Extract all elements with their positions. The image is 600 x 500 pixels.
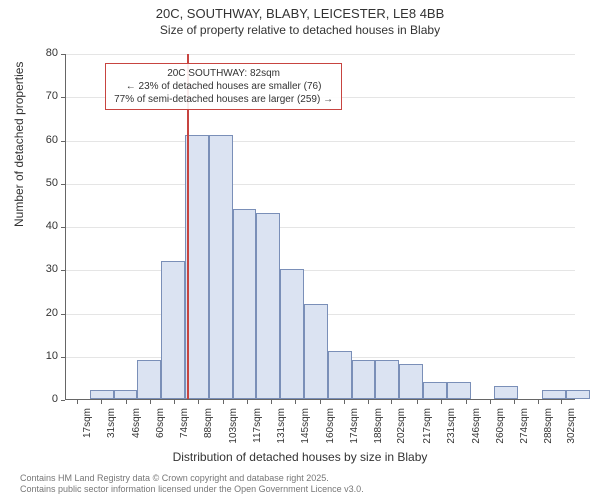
histogram-bar (256, 213, 280, 399)
x-tick-label: 260sqm (495, 408, 506, 458)
histogram-bar (399, 364, 423, 399)
x-tick-mark (391, 400, 392, 404)
x-tick-label: 202sqm (396, 408, 407, 458)
plot-area: 20C SOUTHWAY: 82sqm← 23% of detached hou… (65, 54, 575, 400)
x-tick-label: 117sqm (252, 408, 263, 458)
y-tick-label: 40 (28, 220, 58, 232)
footer-line1: Contains HM Land Registry data © Crown c… (20, 473, 364, 485)
x-tick-mark (441, 400, 442, 404)
histogram-bar (375, 360, 399, 399)
histogram-bar (114, 390, 138, 399)
gridline (66, 270, 575, 271)
histogram-bar (209, 135, 233, 399)
x-tick-label: 246sqm (471, 408, 482, 458)
chart-title: 20C, SOUTHWAY, BLABY, LEICESTER, LE8 4BB… (0, 6, 600, 38)
x-tick-label: 231sqm (446, 408, 457, 458)
x-tick-label: 302sqm (566, 408, 577, 458)
histogram-bar (280, 269, 304, 399)
x-tick-mark (174, 400, 175, 404)
x-tick-mark (368, 400, 369, 404)
footer-attribution: Contains HM Land Registry data © Crown c… (20, 473, 364, 496)
y-tick-mark (61, 54, 65, 55)
histogram-bar (494, 386, 518, 399)
x-tick-mark (417, 400, 418, 404)
x-tick-label: 103sqm (228, 408, 239, 458)
y-tick-label: 80 (28, 47, 58, 59)
x-tick-label: 31sqm (106, 408, 117, 458)
histogram-bar (328, 351, 352, 399)
x-tick-label: 288sqm (543, 408, 554, 458)
x-tick-label: 131sqm (276, 408, 287, 458)
x-tick-mark (150, 400, 151, 404)
x-tick-mark (126, 400, 127, 404)
x-tick-label: 160sqm (325, 408, 336, 458)
y-tick-mark (61, 227, 65, 228)
y-tick-label: 70 (28, 90, 58, 102)
annotation-box: 20C SOUTHWAY: 82sqm← 23% of detached hou… (105, 63, 342, 110)
histogram-bar (90, 390, 114, 399)
gridline (66, 54, 575, 55)
gridline (66, 184, 575, 185)
x-tick-mark (466, 400, 467, 404)
x-tick-mark (561, 400, 562, 404)
x-tick-mark (490, 400, 491, 404)
x-tick-mark (101, 400, 102, 404)
x-tick-label: 88sqm (203, 408, 214, 458)
x-tick-label: 274sqm (519, 408, 530, 458)
x-tick-mark (514, 400, 515, 404)
x-tick-label: 74sqm (179, 408, 190, 458)
histogram-bar (137, 360, 161, 399)
x-tick-label: 188sqm (373, 408, 384, 458)
histogram-bar (161, 261, 185, 399)
histogram-bar (447, 382, 471, 399)
x-tick-mark (538, 400, 539, 404)
title-line1: 20C, SOUTHWAY, BLABY, LEICESTER, LE8 4BB (0, 6, 600, 23)
histogram-bar (542, 390, 566, 399)
histogram-bar (304, 304, 328, 399)
y-axis-title: Number of detached properties (12, 62, 26, 227)
y-tick-mark (61, 357, 65, 358)
y-tick-label: 0 (28, 393, 58, 405)
x-tick-mark (223, 400, 224, 404)
x-tick-label: 46sqm (131, 408, 142, 458)
x-tick-mark (271, 400, 272, 404)
y-tick-label: 20 (28, 307, 58, 319)
y-tick-mark (61, 184, 65, 185)
x-tick-label: 174sqm (349, 408, 360, 458)
y-tick-mark (61, 141, 65, 142)
x-tick-label: 17sqm (82, 408, 93, 458)
y-tick-mark (61, 400, 65, 401)
gridline (66, 227, 575, 228)
x-tick-mark (77, 400, 78, 404)
x-tick-mark (320, 400, 321, 404)
x-tick-label: 217sqm (422, 408, 433, 458)
chart-container: 20C, SOUTHWAY, BLABY, LEICESTER, LE8 4BB… (0, 0, 600, 500)
y-tick-label: 50 (28, 177, 58, 189)
y-tick-label: 10 (28, 350, 58, 362)
y-tick-label: 60 (28, 134, 58, 146)
y-tick-label: 30 (28, 263, 58, 275)
histogram-bar (233, 209, 257, 399)
histogram-bar (423, 382, 447, 399)
x-tick-label: 145sqm (300, 408, 311, 458)
annotation-line3: 77% of semi-detached houses are larger (… (114, 93, 333, 106)
y-tick-mark (61, 97, 65, 98)
title-line2: Size of property relative to detached ho… (0, 23, 600, 39)
footer-line2: Contains public sector information licen… (20, 484, 364, 496)
histogram-bar (352, 360, 376, 399)
annotation-line2: ← 23% of detached houses are smaller (76… (114, 80, 333, 93)
x-tick-mark (247, 400, 248, 404)
y-tick-mark (61, 270, 65, 271)
annotation-line1: 20C SOUTHWAY: 82sqm (114, 67, 333, 80)
gridline (66, 141, 575, 142)
x-tick-mark (344, 400, 345, 404)
x-tick-mark (295, 400, 296, 404)
x-tick-mark (198, 400, 199, 404)
x-tick-label: 60sqm (155, 408, 166, 458)
histogram-bar (566, 390, 590, 399)
y-tick-mark (61, 314, 65, 315)
